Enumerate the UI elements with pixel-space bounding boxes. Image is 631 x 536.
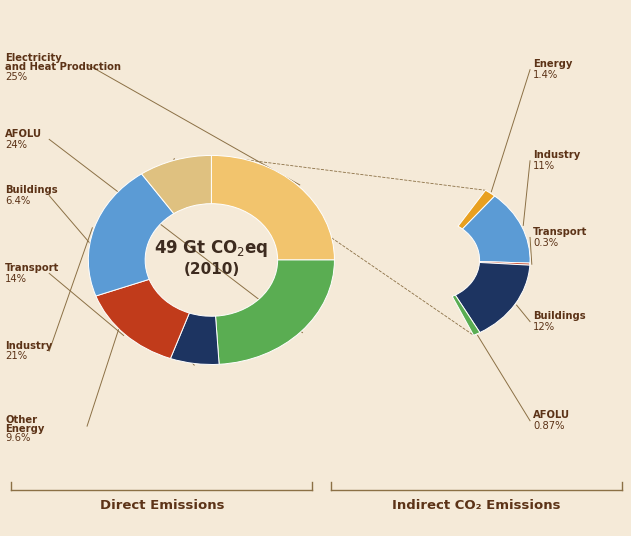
Text: 11%: 11% — [533, 161, 555, 171]
Wedge shape — [211, 155, 334, 260]
Text: and Heat Production: and Heat Production — [5, 62, 121, 72]
Wedge shape — [463, 196, 530, 263]
Wedge shape — [480, 262, 530, 265]
Text: 1.4%: 1.4% — [533, 70, 558, 80]
Wedge shape — [216, 260, 334, 364]
Wedge shape — [452, 295, 480, 335]
Text: Transport: Transport — [533, 227, 587, 237]
Text: 14%: 14% — [5, 274, 27, 284]
Text: Industry: Industry — [533, 151, 581, 160]
Text: Buildings: Buildings — [5, 185, 57, 195]
Text: 12%: 12% — [533, 322, 555, 332]
Text: Indirect CO₂ Emissions: Indirect CO₂ Emissions — [392, 499, 561, 512]
Text: Energy: Energy — [5, 424, 44, 434]
Wedge shape — [96, 279, 189, 359]
Text: 25%: 25% — [5, 72, 27, 81]
Text: Industry: Industry — [5, 341, 52, 351]
Text: Transport: Transport — [5, 263, 59, 273]
Text: Other: Other — [5, 415, 37, 425]
Text: (2010): (2010) — [183, 262, 240, 277]
Text: AFOLU: AFOLU — [533, 411, 570, 420]
Text: 6.4%: 6.4% — [5, 196, 30, 206]
Text: 24%: 24% — [5, 140, 27, 150]
Wedge shape — [456, 263, 530, 332]
Text: 0.3%: 0.3% — [533, 238, 558, 248]
Text: 9.6%: 9.6% — [5, 434, 30, 443]
Text: 21%: 21% — [5, 352, 27, 361]
Text: Direct Emissions: Direct Emissions — [100, 499, 224, 512]
Text: Energy: Energy — [533, 59, 572, 69]
Wedge shape — [170, 313, 219, 364]
Wedge shape — [88, 174, 174, 296]
Wedge shape — [141, 155, 211, 214]
Text: Electricity: Electricity — [5, 54, 62, 63]
Text: AFOLU: AFOLU — [5, 129, 42, 139]
Wedge shape — [458, 190, 495, 229]
Text: Buildings: Buildings — [533, 311, 586, 321]
Text: 0.87%: 0.87% — [533, 421, 565, 431]
Text: 49 Gt CO$_2$eq: 49 Gt CO$_2$eq — [154, 237, 269, 259]
